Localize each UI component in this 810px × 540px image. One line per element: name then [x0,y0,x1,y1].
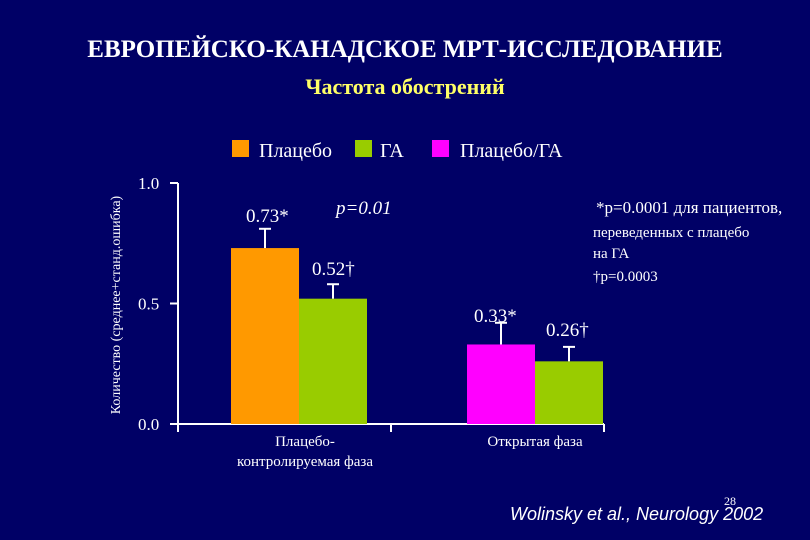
legend-label: ГА [380,140,404,162]
data-label: 0.26† [546,320,589,341]
citation: Wolinsky et al., Neurology 2002 [510,504,764,524]
data-label: 0.33* [474,306,517,327]
x-category-label: Открытая фаза [487,434,583,450]
y-tick-label: 1.0 [138,174,159,193]
y-tick-label: 0.5 [138,295,159,314]
x-category-label: Плацебо- [275,434,335,450]
y-axis-label: Количество (среднее+станд.ошибка) [109,195,124,414]
legend-swatch [432,140,449,157]
chart-notes: p=0.01 *p=0.0001 для пациентов, переведенн… [334,198,782,285]
bar [299,298,367,424]
bar [231,248,299,424]
slide-subtitle: Частота обострений [305,74,505,99]
data-label: 0.52† [312,259,355,280]
page-number: 28 [724,494,736,508]
x-category-label: контролируемая фаза [237,454,373,470]
chart-axes: 0.0 0.5 1.0 Количество (среднее+станд.ошибк… [109,174,605,434]
footnote-line: †p=0.0003 [593,269,658,285]
data-label: 0.73* [246,206,289,227]
legend-swatch [232,140,249,157]
chart-bars: 0.73* 0.52† Плацебо-контролируемая фаза 0.3… [231,206,603,470]
footnote-line: переведенных с плацебо [593,225,749,241]
footnote-line: *p=0.0001 для пациентов, [596,198,782,217]
legend-label: Плацебо [259,140,332,162]
bar [535,361,603,424]
legend-label: Плацебо/ГА [460,140,563,162]
bar [467,344,535,424]
footnote-line: на ГА [593,246,629,262]
chart-legend: Плацебо ГА Плацебо/ГА [232,140,563,162]
legend-swatch [355,140,372,157]
p-value-annotation: p=0.01 [334,198,392,219]
y-tick-label: 0.0 [138,415,159,434]
slide-title: ЕВРОПЕЙСКО-КАНАДСКОЕ МРТ-ИССЛЕДОВАНИЕ [87,36,723,63]
